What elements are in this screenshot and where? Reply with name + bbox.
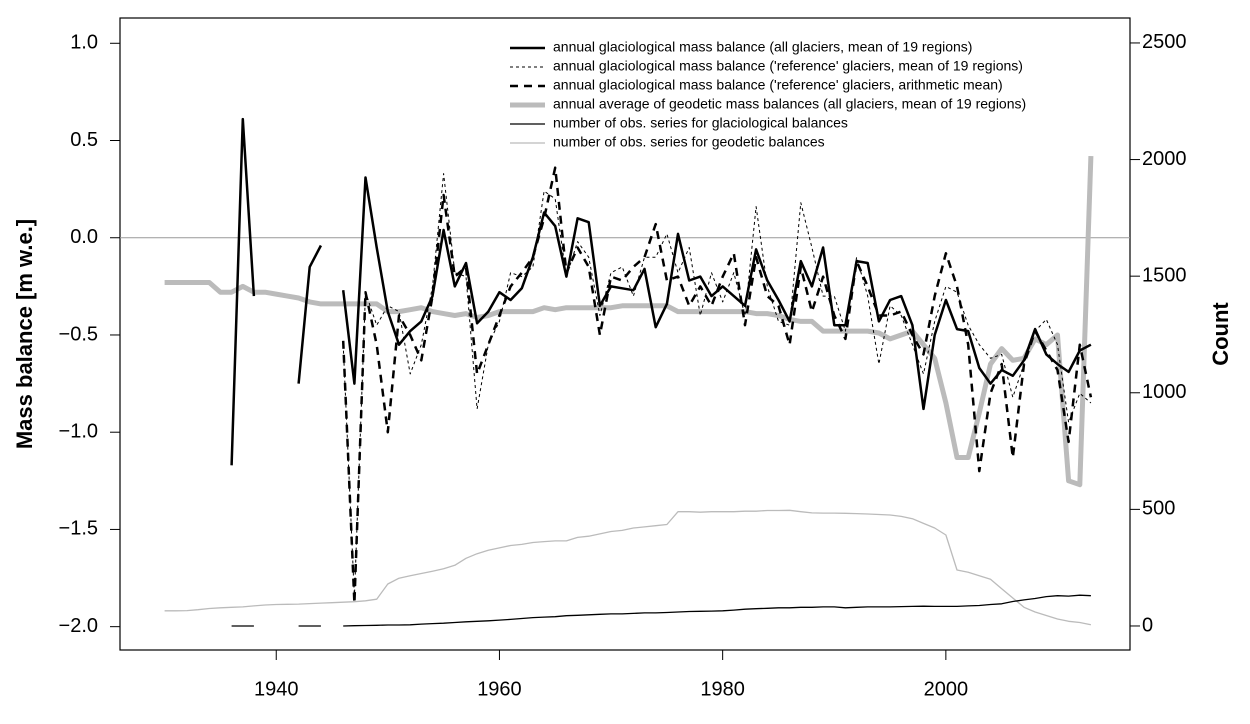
y-tick-label: 0.5 [70,129,98,151]
y2-tick-label: 2500 [1142,31,1187,53]
series-line [341,166,1093,605]
legend-label: annual glaciological mass balance (all g… [553,39,972,55]
y2-tick-label: 2000 [1142,148,1187,170]
y-tick-label: −0.5 [59,323,98,345]
series-line [342,173,1092,598]
series-line [231,594,1091,627]
y2-tick-label: 1000 [1142,381,1187,403]
x-tick-label: 1980 [700,678,745,700]
y-axis-title: Mass balance [m w.e.] [12,219,37,449]
legend-label: annual average of geodetic mass balances… [553,96,1026,112]
y-tick-label: 1.0 [70,32,98,54]
y-tick-label: −1.0 [59,420,98,442]
x-tick-label: 1960 [477,678,522,700]
y-tick-label: −1.5 [59,518,98,540]
y-tick-label: 0.0 [70,226,98,248]
y2-axis-title: Count [1208,302,1233,366]
y2-tick-label: 0 [1142,614,1153,636]
y-tick-label: −2.0 [59,615,98,637]
y2-tick-label: 1500 [1142,264,1187,286]
series-line [164,509,1092,626]
plot-frame [119,17,1131,651]
legend-label: number of obs. series for glaciological … [553,115,848,131]
legend-label: number of obs. series for geodetic balan… [553,134,825,150]
series-line [230,117,1092,466]
legend-label: annual glaciological mass balance ('refe… [553,58,1023,74]
y2-tick-label: 500 [1142,498,1175,520]
legend-label: annual glaciological mass balance ('refe… [553,77,1003,93]
series-line [164,156,1094,488]
x-tick-label: 2000 [924,678,969,700]
x-tick-label: 1940 [254,678,299,700]
